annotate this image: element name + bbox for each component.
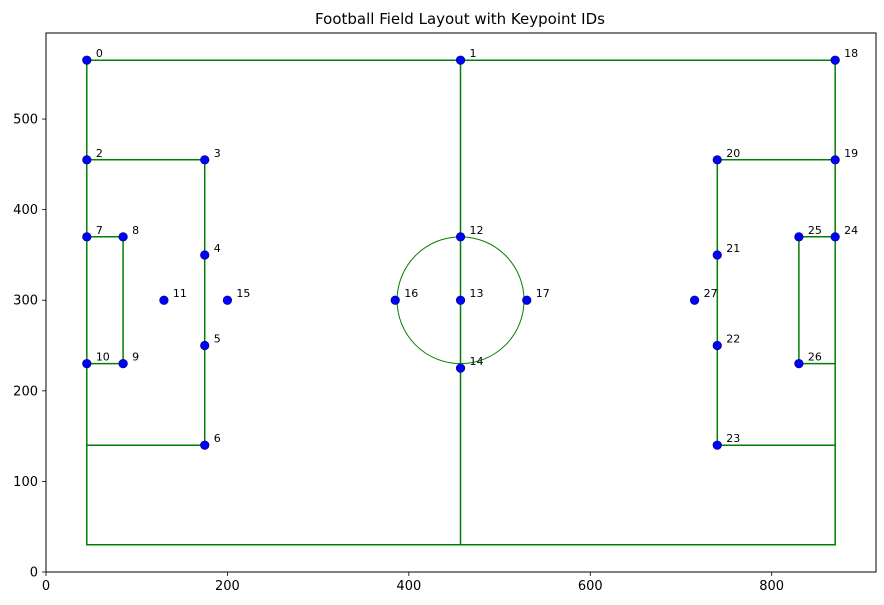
chart-axes: 0 200 400 600 800 0 100 200 300 400 500: [13, 113, 784, 594]
keypoint-label-9: 9: [132, 351, 139, 364]
field-line-5: [798, 236, 836, 365]
keypoint-label-26: 26: [808, 351, 822, 364]
y-tick-label-0: 0: [30, 566, 38, 581]
keypoint-10: [82, 359, 92, 369]
keypoint-label-25: 25: [808, 224, 822, 237]
x-tick-label-400: 400: [396, 579, 421, 594]
keypoint-label-0: 0: [96, 47, 103, 60]
keypoint-label-22: 22: [726, 333, 740, 346]
keypoint-label-19: 19: [844, 147, 858, 160]
keypoint-27: [689, 295, 700, 305]
y-tick-label-300: 300: [13, 294, 38, 309]
keypoint-22: [712, 340, 722, 351]
keypoint-label-27: 27: [704, 287, 718, 300]
field-line-4: [716, 159, 836, 446]
plot-frame: [45, 32, 877, 573]
keypoint-25: [794, 232, 804, 242]
keypoint-label-14: 14: [470, 355, 484, 368]
keypoint-label-4: 4: [214, 242, 221, 255]
keypoint-label-3: 3: [214, 147, 221, 160]
keypoint-16: [390, 295, 400, 305]
keypoint-6: [200, 440, 210, 450]
keypoint-label-17: 17: [536, 287, 550, 300]
keypoint-label-20: 20: [726, 147, 740, 160]
keypoint-label-13: 13: [470, 287, 484, 300]
keypoint-4: [200, 250, 210, 260]
keypoint-2: [82, 155, 92, 165]
x-tick-label-0: 0: [42, 579, 50, 594]
keypoint-26: [794, 359, 804, 369]
keypoint-3: [200, 155, 210, 165]
keypoint-label-15: 15: [236, 287, 250, 300]
keypoint-label-21: 21: [726, 242, 740, 255]
keypoint-label-6: 6: [214, 432, 221, 445]
keypoint-label-11: 11: [173, 287, 187, 300]
keypoint-label-8: 8: [132, 224, 139, 237]
keypoint-label-24: 24: [844, 224, 858, 237]
keypoint-13: [455, 295, 466, 305]
keypoint-17: [522, 295, 532, 305]
keypoint-7: [82, 232, 92, 242]
keypoint-label-10: 10: [96, 351, 110, 364]
keypoint-1: [455, 55, 466, 65]
keypoint-5: [200, 340, 210, 351]
keypoint-23: [712, 440, 722, 450]
keypoint-21: [712, 250, 722, 260]
keypoint-19: [830, 155, 840, 165]
field-line-3: [86, 236, 124, 365]
keypoint-label-16: 16: [404, 287, 418, 300]
keypoint-9: [118, 359, 128, 369]
field-line-2: [86, 159, 206, 446]
x-tick-label-600: 600: [578, 579, 603, 594]
x-tick-label-800: 800: [759, 579, 784, 594]
keypoint-8: [118, 232, 128, 242]
y-tick-label-100: 100: [13, 475, 38, 490]
y-tick-label-500: 500: [13, 113, 38, 128]
keypoint-12: [455, 232, 466, 242]
keypoint-label-2: 2: [96, 147, 103, 160]
y-tick-label-200: 200: [13, 384, 38, 399]
chart-title: Football Field Layout with Keypoint IDs: [315, 10, 605, 28]
field-line-0: [86, 59, 836, 546]
keypoint-24: [830, 232, 840, 242]
keypoint-11: [159, 295, 169, 305]
keypoint-label-5: 5: [214, 333, 221, 346]
keypoint-label-7: 7: [96, 224, 103, 237]
y-tick-label-400: 400: [13, 203, 38, 218]
keypoint-label-23: 23: [726, 432, 740, 445]
keypoint-label-1: 1: [470, 47, 477, 60]
keypoint-14: [455, 363, 466, 373]
keypoint-label-12: 12: [470, 224, 484, 237]
keypoint-label-18: 18: [844, 47, 858, 60]
keypoint-20: [712, 155, 722, 165]
x-tick-label-200: 200: [215, 579, 240, 594]
keypoint-15: [222, 295, 233, 305]
keypoint-18: [830, 55, 840, 65]
keypoint-0: [82, 55, 92, 65]
